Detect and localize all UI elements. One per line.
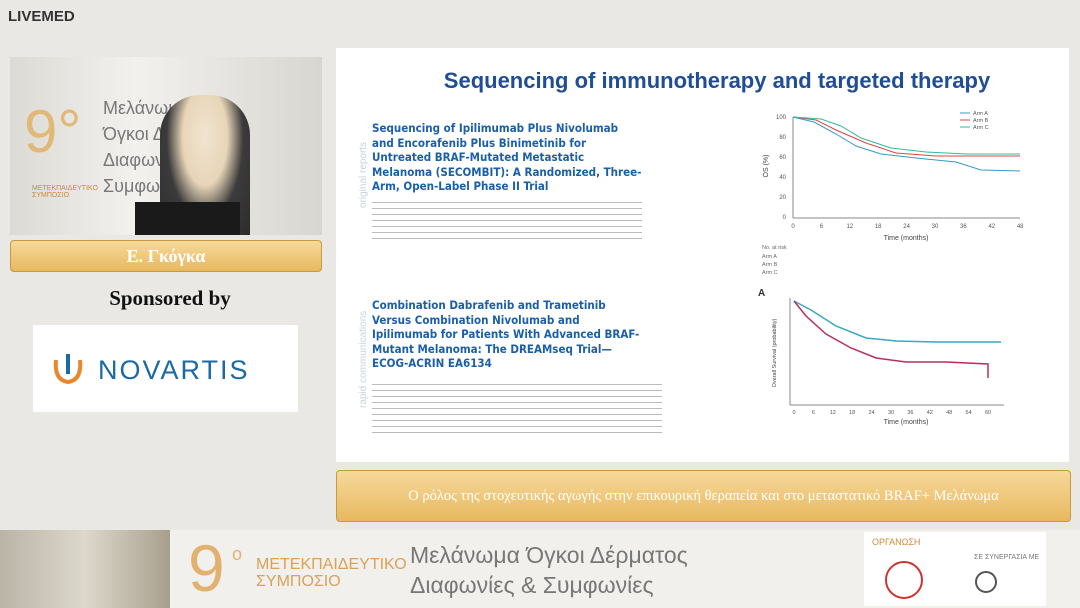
at-risk-arm: Arm A (762, 254, 777, 260)
curve (792, 116, 1020, 157)
y-tick-label: 40 (779, 175, 786, 181)
footer-number: 9 (188, 531, 225, 605)
sponsor-label: Sponsored by (109, 286, 231, 310)
author-list (372, 200, 642, 240)
x-tick-label: 48 (946, 410, 952, 416)
y-tick-label: 80 (779, 135, 786, 141)
x-tick-label: 36 (907, 410, 913, 416)
poster-line: Διαφωνίε (103, 150, 177, 170)
article-title: Combination Dabrafenib and Trametinib Ve… (372, 298, 640, 370)
organizer-label: ΟΡΓΑΝΩΣΗ (872, 537, 921, 547)
curve (793, 300, 989, 378)
brand: LIVEMED (8, 8, 75, 25)
x-tick-label: 18 (875, 224, 882, 230)
footer-image (0, 530, 170, 608)
sponsor-name: NOVARTIS (98, 355, 250, 385)
x-tick-label: 60 (985, 410, 991, 416)
poster-sub: ΜΕΤΕΚΠΑΙΔΕΥΤΙΚΟ ΣΥΜΠΟΣΙΟ (32, 185, 98, 199)
speaker-name: Ε. Γκόγκα (10, 240, 322, 272)
at-risk-arm: Arm C (762, 270, 778, 276)
curve (793, 300, 1001, 343)
y-tick-label: 0 (783, 215, 787, 221)
x-tick-label: 30 (888, 410, 894, 416)
x-tick-label: 54 (966, 410, 972, 416)
x-axis-label: Time (months) (884, 419, 929, 426)
y-tick-label: 20 (779, 195, 786, 201)
y-tick-label: 60 (779, 155, 786, 161)
text: Διαφωνίες & Συμφωνίες (410, 572, 654, 598)
partner-label: ΣΕ ΣΥΝΕΡΓΑΣΙΑ ΜΕ (974, 554, 1040, 561)
organizer-logo (885, 561, 923, 599)
text: ΣΥΜΠΟΣΙΟ (256, 573, 341, 590)
sponsor-logo: NOVARTIS (33, 325, 298, 412)
legend-label: Arm C (973, 125, 989, 131)
x-tick-label: 24 (903, 224, 910, 230)
footer: 9 ο ΜΕΤΕΚΠΑΙΔΕΥΤΙΚΟ ΣΥΜΠΟΣΙΟ Μελάνωμα Όγκ… (0, 530, 1080, 608)
panel-label: A (758, 288, 765, 299)
slide-title: Sequencing of immunotherapy and targeted… (443, 68, 991, 93)
x-tick-label: 12 (830, 410, 836, 416)
video-frame: 9° Μελάνωμα Όγκοι Δέρ Διαφωνίε Συμφω ΜΕΤ… (10, 57, 322, 235)
y-axis-label: Overall Survival (probability) (772, 318, 778, 387)
novartis-icon (53, 354, 83, 385)
x-tick-label: 0 (791, 224, 795, 230)
at-risk-label: No. at risk (762, 245, 787, 251)
organizers: ΟΡΓΑΝΩΣΗ ΣΕ ΣΥΝΕΡΓΑΣΙΑ ΜΕ (864, 532, 1046, 606)
partner-logo (975, 571, 997, 593)
x-tick-label: 30 (932, 224, 939, 230)
curve (792, 116, 1021, 172)
article-title: Sequencing of Ipilimumab Plus Nivolumab … (372, 121, 642, 193)
lectern (135, 202, 240, 235)
footer-degree: ο (232, 544, 243, 564)
x-tick-label: 36 (960, 224, 967, 230)
curve (792, 116, 1020, 155)
at-risk-table (776, 248, 1026, 276)
text: Μελάνωμα Όγκοι Δέρματος (410, 542, 688, 568)
y-axis-label: OS (%) (763, 155, 770, 178)
legend-label: Arm A (973, 111, 988, 117)
poster-number: 9° (24, 98, 82, 165)
at-risk-arm: Arm B (762, 262, 778, 268)
x-tick-label: 0 (792, 410, 795, 416)
poster-line: Συμφω (103, 176, 161, 196)
author-list (372, 382, 662, 434)
slide: Sequencing of immunotherapy and targeted… (336, 48, 1069, 462)
caption: Ο ρόλος της στοχευτικής αγωγής στην επικ… (336, 470, 1071, 522)
x-axis-label: Time (months) (884, 235, 929, 242)
x-tick-label: 6 (820, 224, 824, 230)
footer-symposium: ΜΕΤΕΚΠΑΙΔΕΥΤΙΚΟ ΣΥΜΠΟΣΙΟ (256, 556, 407, 590)
x-tick-label: 48 (1017, 224, 1024, 230)
footer-theme: Μελάνωμα Όγκοι Δέρματος Διαφωνίες & Συμφω… (410, 540, 688, 600)
x-tick-label: 24 (869, 410, 875, 416)
x-tick-label: 42 (927, 410, 933, 416)
x-tick-label: 6 (812, 410, 815, 416)
x-tick-label: 12 (846, 224, 853, 230)
x-tick-label: 18 (849, 410, 855, 416)
text: ΜΕΤΕΚΠΑΙΔΕΥΤΙΚΟ (256, 556, 407, 573)
x-tick-label: 42 (988, 224, 995, 230)
legend-label: Arm B (973, 118, 989, 124)
y-tick-label: 100 (776, 115, 787, 121)
